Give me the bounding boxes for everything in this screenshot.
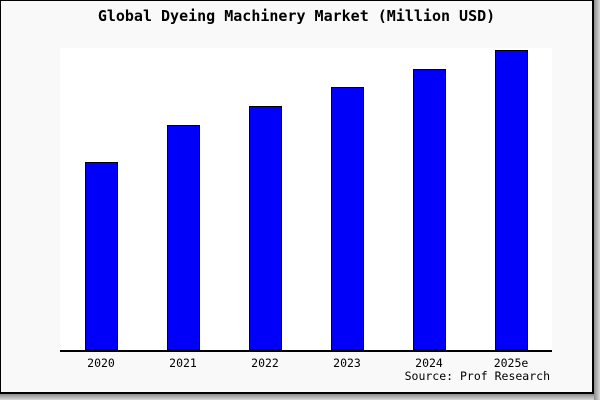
bar-slot-2020 <box>60 48 142 350</box>
x-tick-label-2025e: 2025e <box>493 356 529 370</box>
chart-title: Global Dyeing Machinery Market (Million … <box>97 7 496 25</box>
bar-2020 <box>84 161 118 350</box>
bar-slot-2021 <box>142 48 224 350</box>
bar-2023 <box>330 86 364 350</box>
x-axis-labels: 2020 2021 2022 2023 2024 2025e <box>60 356 552 370</box>
bar-slot-2024 <box>388 48 470 350</box>
bar-2025e <box>494 50 528 350</box>
x-tick-label-2020: 2020 <box>87 356 115 370</box>
x-tick-label-2021: 2021 <box>169 356 197 370</box>
window-shadow-right <box>594 0 600 400</box>
bar-slot-2023 <box>306 48 388 350</box>
bar-2021 <box>166 125 200 350</box>
source-label: Source: Prof Research <box>404 369 550 383</box>
bar-2022 <box>248 105 282 350</box>
window-shadow-bottom <box>0 394 594 400</box>
bar-2024 <box>412 69 446 350</box>
plot-area <box>60 48 552 352</box>
x-tick-label-2023: 2023 <box>333 356 361 370</box>
x-tick-label-2022: 2022 <box>251 356 279 370</box>
figure-frame: Global Dyeing Machinery Market (Million … <box>0 0 594 394</box>
bars-row <box>60 48 552 350</box>
bar-slot-2022 <box>224 48 306 350</box>
bar-slot-2025e <box>470 48 552 350</box>
x-tick-label-2024: 2024 <box>415 356 443 370</box>
